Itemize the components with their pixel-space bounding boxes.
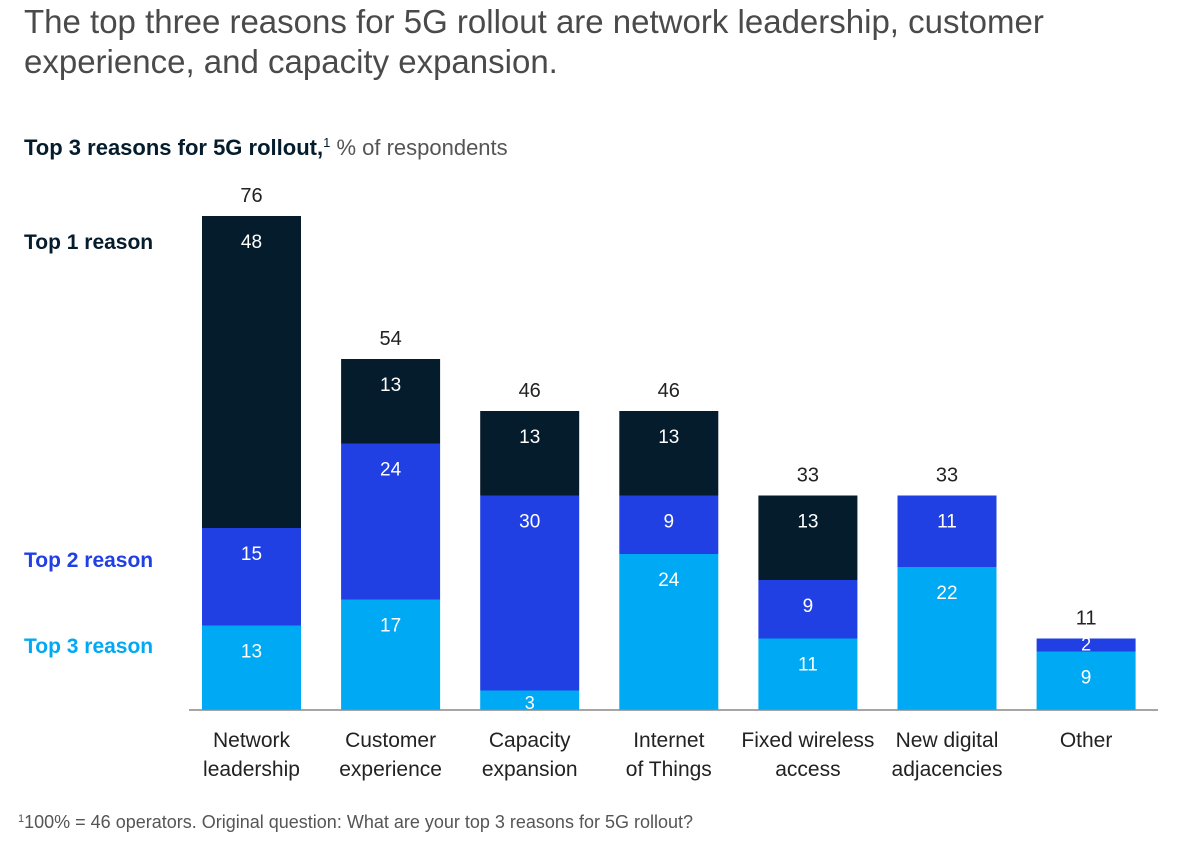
- bar-segment-customer-experience-top-2-reason: [341, 443, 441, 600]
- bar-segment-fixed-wireless-access-top-1-reason: [758, 495, 858, 580]
- subtitle-unit: % of respondents: [336, 135, 508, 160]
- bar-segment-network-leadership-top-1-reason: [202, 216, 301, 528]
- bar-segment-internet-of-things-top-1-reason: [619, 411, 719, 496]
- total-label-new-digital-adjacencies: 33: [936, 465, 958, 487]
- total-label-fixed-wireless-access: 33: [797, 465, 819, 487]
- data-label-internet-of-things-top-1-reason: 13: [658, 427, 679, 448]
- total-label-internet-of-things: 46: [658, 380, 680, 402]
- bar-segment-customer-experience-top-3-reason: [341, 599, 441, 710]
- total-label-capacity-expansion: 46: [519, 380, 541, 402]
- category-label-customer-experience-line-2: experience: [339, 758, 442, 781]
- bar-segment-capacity-expansion-top-2-reason: [480, 495, 580, 691]
- data-label-network-leadership-top-1-reason: 48: [241, 232, 262, 253]
- bar-segment-new-digital-adjacencies-top-3-reason: [897, 567, 997, 710]
- category-label-network-leadership-line-1: Network: [213, 729, 291, 752]
- bar-segment-other-top-3-reason: [1036, 651, 1136, 710]
- data-label-internet-of-things-top-3-reason: 24: [658, 570, 680, 591]
- data-label-internet-of-things-top-2-reason: 9: [664, 512, 675, 533]
- category-label-capacity-expansion-line-1: Capacity: [489, 729, 571, 752]
- category-label-fixed-wireless-access-line-1: Fixed wireless: [741, 729, 874, 752]
- category-label-internet-of-things-line-2: of Things: [626, 758, 712, 781]
- data-label-customer-experience-top-2-reason: 24: [380, 460, 402, 481]
- bar-segment-customer-experience-top-1-reason: [341, 359, 441, 444]
- subtitle-footnote-ref: 1: [323, 135, 331, 150]
- total-label-customer-experience: 54: [379, 328, 401, 350]
- category-label-other: Other: [1060, 729, 1113, 752]
- chart-subtitle: Top 3 reasons for 5G rollout,1 % of resp…: [24, 135, 508, 161]
- data-label-other-top-3-reason: 9: [1081, 668, 1092, 689]
- total-label-other: 11: [1076, 608, 1097, 630]
- data-label-capacity-expansion-top-3-reason: 3: [525, 693, 535, 713]
- legend-top-2-reason: Top 2 reason: [24, 549, 153, 572]
- category-label-internet-of-things-line-1: Internet: [633, 729, 704, 752]
- bar-segment-new-digital-adjacencies-top-2-reason: [897, 495, 997, 567]
- bar-segment-capacity-expansion-top-1-reason: [480, 411, 580, 496]
- bar-segment-network-leadership-top-3-reason: [202, 625, 301, 710]
- legend-top-3-reason: Top 3 reason: [24, 635, 153, 658]
- data-label-network-leadership-top-3-reason: 13: [241, 642, 262, 663]
- data-label-fixed-wireless-access-top-1-reason: 13: [797, 512, 818, 533]
- data-label-fixed-wireless-access-top-2-reason: 9: [803, 596, 814, 617]
- category-label-capacity-expansion-line-2: expansion: [482, 758, 578, 781]
- category-label-new-digital-adjacencies-line-2: adjacencies: [892, 758, 1003, 781]
- data-label-fixed-wireless-access-top-3-reason: 11: [798, 655, 818, 676]
- data-label-new-digital-adjacencies-top-2-reason: 11: [937, 512, 957, 533]
- bar-segment-network-leadership-top-2-reason: [202, 528, 301, 626]
- chart-headline: The top three reasons for 5G rollout are…: [24, 3, 1044, 80]
- bar-segment-internet-of-things-top-2-reason: [619, 495, 719, 554]
- footnote-ref: 1: [18, 813, 25, 825]
- subtitle-bold: Top 3 reasons for 5G rollout,: [24, 135, 324, 160]
- bar-segment-fixed-wireless-access-top-2-reason: [758, 580, 858, 639]
- data-label-customer-experience-top-1-reason: 13: [380, 375, 401, 396]
- bar-segment-other-top-2-reason: [1036, 638, 1136, 652]
- chart-footnote: 1100% = 46 operators. Original question:…: [18, 812, 693, 833]
- bar-segment-capacity-expansion-top-3-reason: [480, 690, 580, 710]
- data-label-capacity-expansion-top-2-reason: 30: [519, 512, 540, 533]
- footnote-text: 100% = 46 operators. Original question: …: [24, 812, 693, 832]
- category-label-new-digital-adjacencies-line-1: New digital: [896, 729, 999, 752]
- data-label-new-digital-adjacencies-top-3-reason: 22: [936, 583, 957, 604]
- bar-segment-internet-of-things-top-3-reason: [619, 554, 719, 710]
- category-label-customer-experience-line-1: Customer: [345, 729, 436, 752]
- data-label-network-leadership-top-2-reason: 15: [241, 544, 262, 565]
- data-label-capacity-expansion-top-1-reason: 13: [519, 427, 540, 448]
- bar-segment-fixed-wireless-access-top-3-reason: [758, 638, 858, 710]
- data-label-other-top-2-reason: 2: [1081, 635, 1091, 655]
- data-label-customer-experience-top-3-reason: 17: [380, 616, 401, 637]
- legend-top-1-reason: Top 1 reason: [24, 231, 153, 254]
- total-label-network-leadership: 76: [240, 185, 262, 207]
- category-label-fixed-wireless-access-line-2: access: [775, 758, 840, 781]
- category-label-network-leadership-line-2: leadership: [203, 758, 300, 781]
